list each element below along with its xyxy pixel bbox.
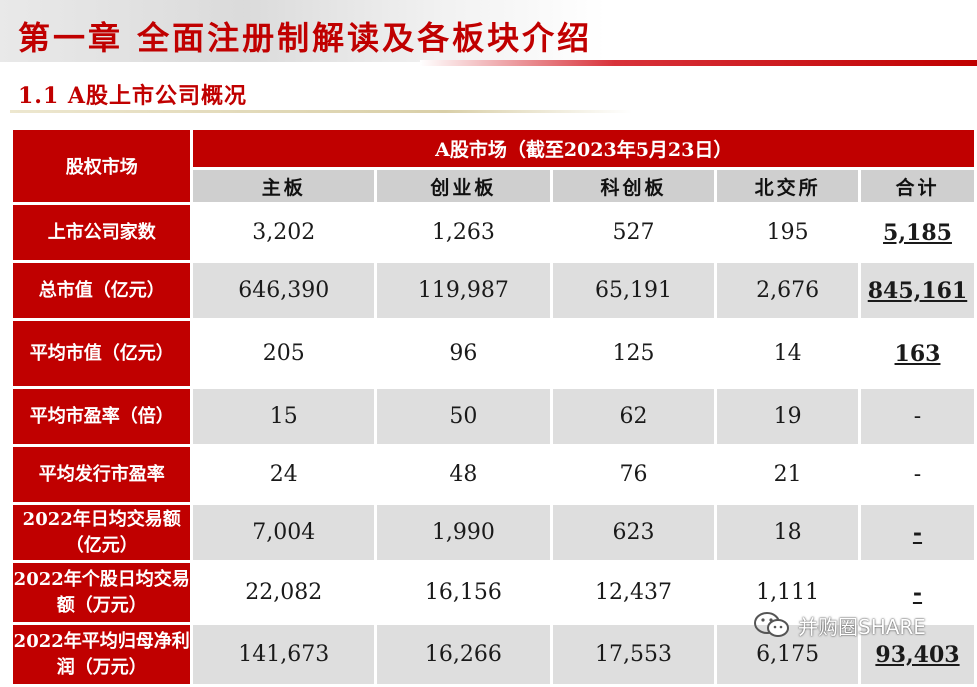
cell-star-market: 623 (552, 505, 715, 563)
cell-main-board: 3,202 (193, 205, 375, 263)
cell-main-board: 205 (193, 321, 375, 389)
total-value: 845,161 (867, 277, 968, 304)
cell-chinext: 16,266 (377, 625, 550, 687)
market-header: A股市场（截至2023年5月23日） (193, 130, 974, 170)
cell-star-market: 62 (552, 389, 715, 447)
cell-star-market: 12,437 (552, 563, 715, 625)
total-value: - (912, 519, 923, 546)
watermark: 并购圈SHARE (752, 610, 926, 640)
cell-total: - (861, 447, 974, 505)
corner-header: 股权市场 (13, 130, 191, 205)
brush-stroke-decoration (0, 0, 977, 62)
cell-chinext: 119,987 (377, 263, 550, 321)
cell-chinext: 1,990 (377, 505, 550, 563)
cell-chinext: 50 (377, 389, 550, 447)
cell-main-board: 7,004 (193, 505, 375, 563)
total-value: 93,403 (875, 641, 960, 668)
cell-star-market: 17,553 (552, 625, 715, 687)
cell-total: 5,185 (861, 205, 974, 263)
column-header: 主板 (193, 170, 375, 205)
table-row: 2022年日均交易额（亿元） 7,004 1,990 623 18 - (13, 505, 974, 563)
row-header: 上市公司家数 (13, 205, 191, 263)
cell-star-market: 76 (552, 447, 715, 505)
row-header: 平均市值（亿元） (13, 321, 191, 389)
total-value: 163 (894, 340, 941, 367)
cell-bse: 21 (717, 447, 858, 505)
cell-total: 163 (861, 321, 974, 389)
cell-chinext: 16,156 (377, 563, 550, 625)
row-header: 2022年平均归母净利润（万元） (13, 625, 191, 687)
row-header: 平均市盈率（倍） (13, 389, 191, 447)
title-divider (420, 60, 977, 66)
cell-bse: 195 (717, 205, 858, 263)
cell-chinext: 1,263 (377, 205, 550, 263)
cell-chinext: 96 (377, 321, 550, 389)
total-value: - (912, 579, 923, 606)
column-header: 合计 (861, 170, 974, 205)
table-row: 上市公司家数 3,202 1,263 527 195 5,185 (13, 205, 974, 263)
cell-total: 845,161 (861, 263, 974, 321)
cell-bse: 2,676 (717, 263, 858, 321)
table-row: 2022年个股日均交易额（万元） 22,082 16,156 12,437 1,… (13, 563, 974, 625)
cell-star-market: 65,191 (552, 263, 715, 321)
total-value: 5,185 (883, 219, 952, 246)
cell-star-market: 125 (552, 321, 715, 389)
cell-bse: 14 (717, 321, 858, 389)
cell-bse: 19 (717, 389, 858, 447)
column-header: 创业板 (377, 170, 550, 205)
cell-main-board: 24 (193, 447, 375, 505)
cell-main-board: 22,082 (193, 563, 375, 625)
wechat-icon (754, 612, 789, 637)
row-header: 总市值（亿元） (13, 263, 191, 321)
cell-main-board: 141,673 (193, 625, 375, 687)
column-header: 科创板 (552, 170, 715, 205)
table-row: 平均发行市盈率 24 48 76 21 - (13, 447, 974, 505)
section-divider (10, 110, 632, 113)
column-header: 北交所 (717, 170, 858, 205)
cell-total: - (861, 389, 974, 447)
row-header: 2022年个股日均交易额（万元） (13, 563, 191, 625)
cell-total: - (861, 563, 974, 625)
cell-bse: 18 (717, 505, 858, 563)
cell-main-board: 15 (193, 389, 375, 447)
watermark-text: 并购圈SHARE (798, 614, 926, 639)
chapter-title: 第一章 全面注册制解读及各板块介绍 (18, 19, 593, 57)
row-header: 平均发行市盈率 (13, 447, 191, 505)
market-overview-table: 股权市场 A股市场（截至2023年5月23日） 主板 创业板 科创板 北交所 合… (10, 130, 977, 687)
cell-star-market: 527 (552, 205, 715, 263)
section-title: 1.1 A股上市公司概况 (18, 83, 248, 109)
cell-chinext: 48 (377, 447, 550, 505)
table-row: 平均市盈率（倍） 15 50 62 19 - (13, 389, 974, 447)
cell-total: - (861, 505, 974, 563)
table-row: 总市值（亿元） 646,390 119,987 65,191 2,676 845… (13, 263, 974, 321)
cell-bse: 1,111 (717, 563, 858, 625)
cell-main-board: 646,390 (193, 263, 375, 321)
table-row: 平均市值（亿元） 205 96 125 14 163 (13, 321, 974, 389)
row-header: 2022年日均交易额（亿元） (13, 505, 191, 563)
